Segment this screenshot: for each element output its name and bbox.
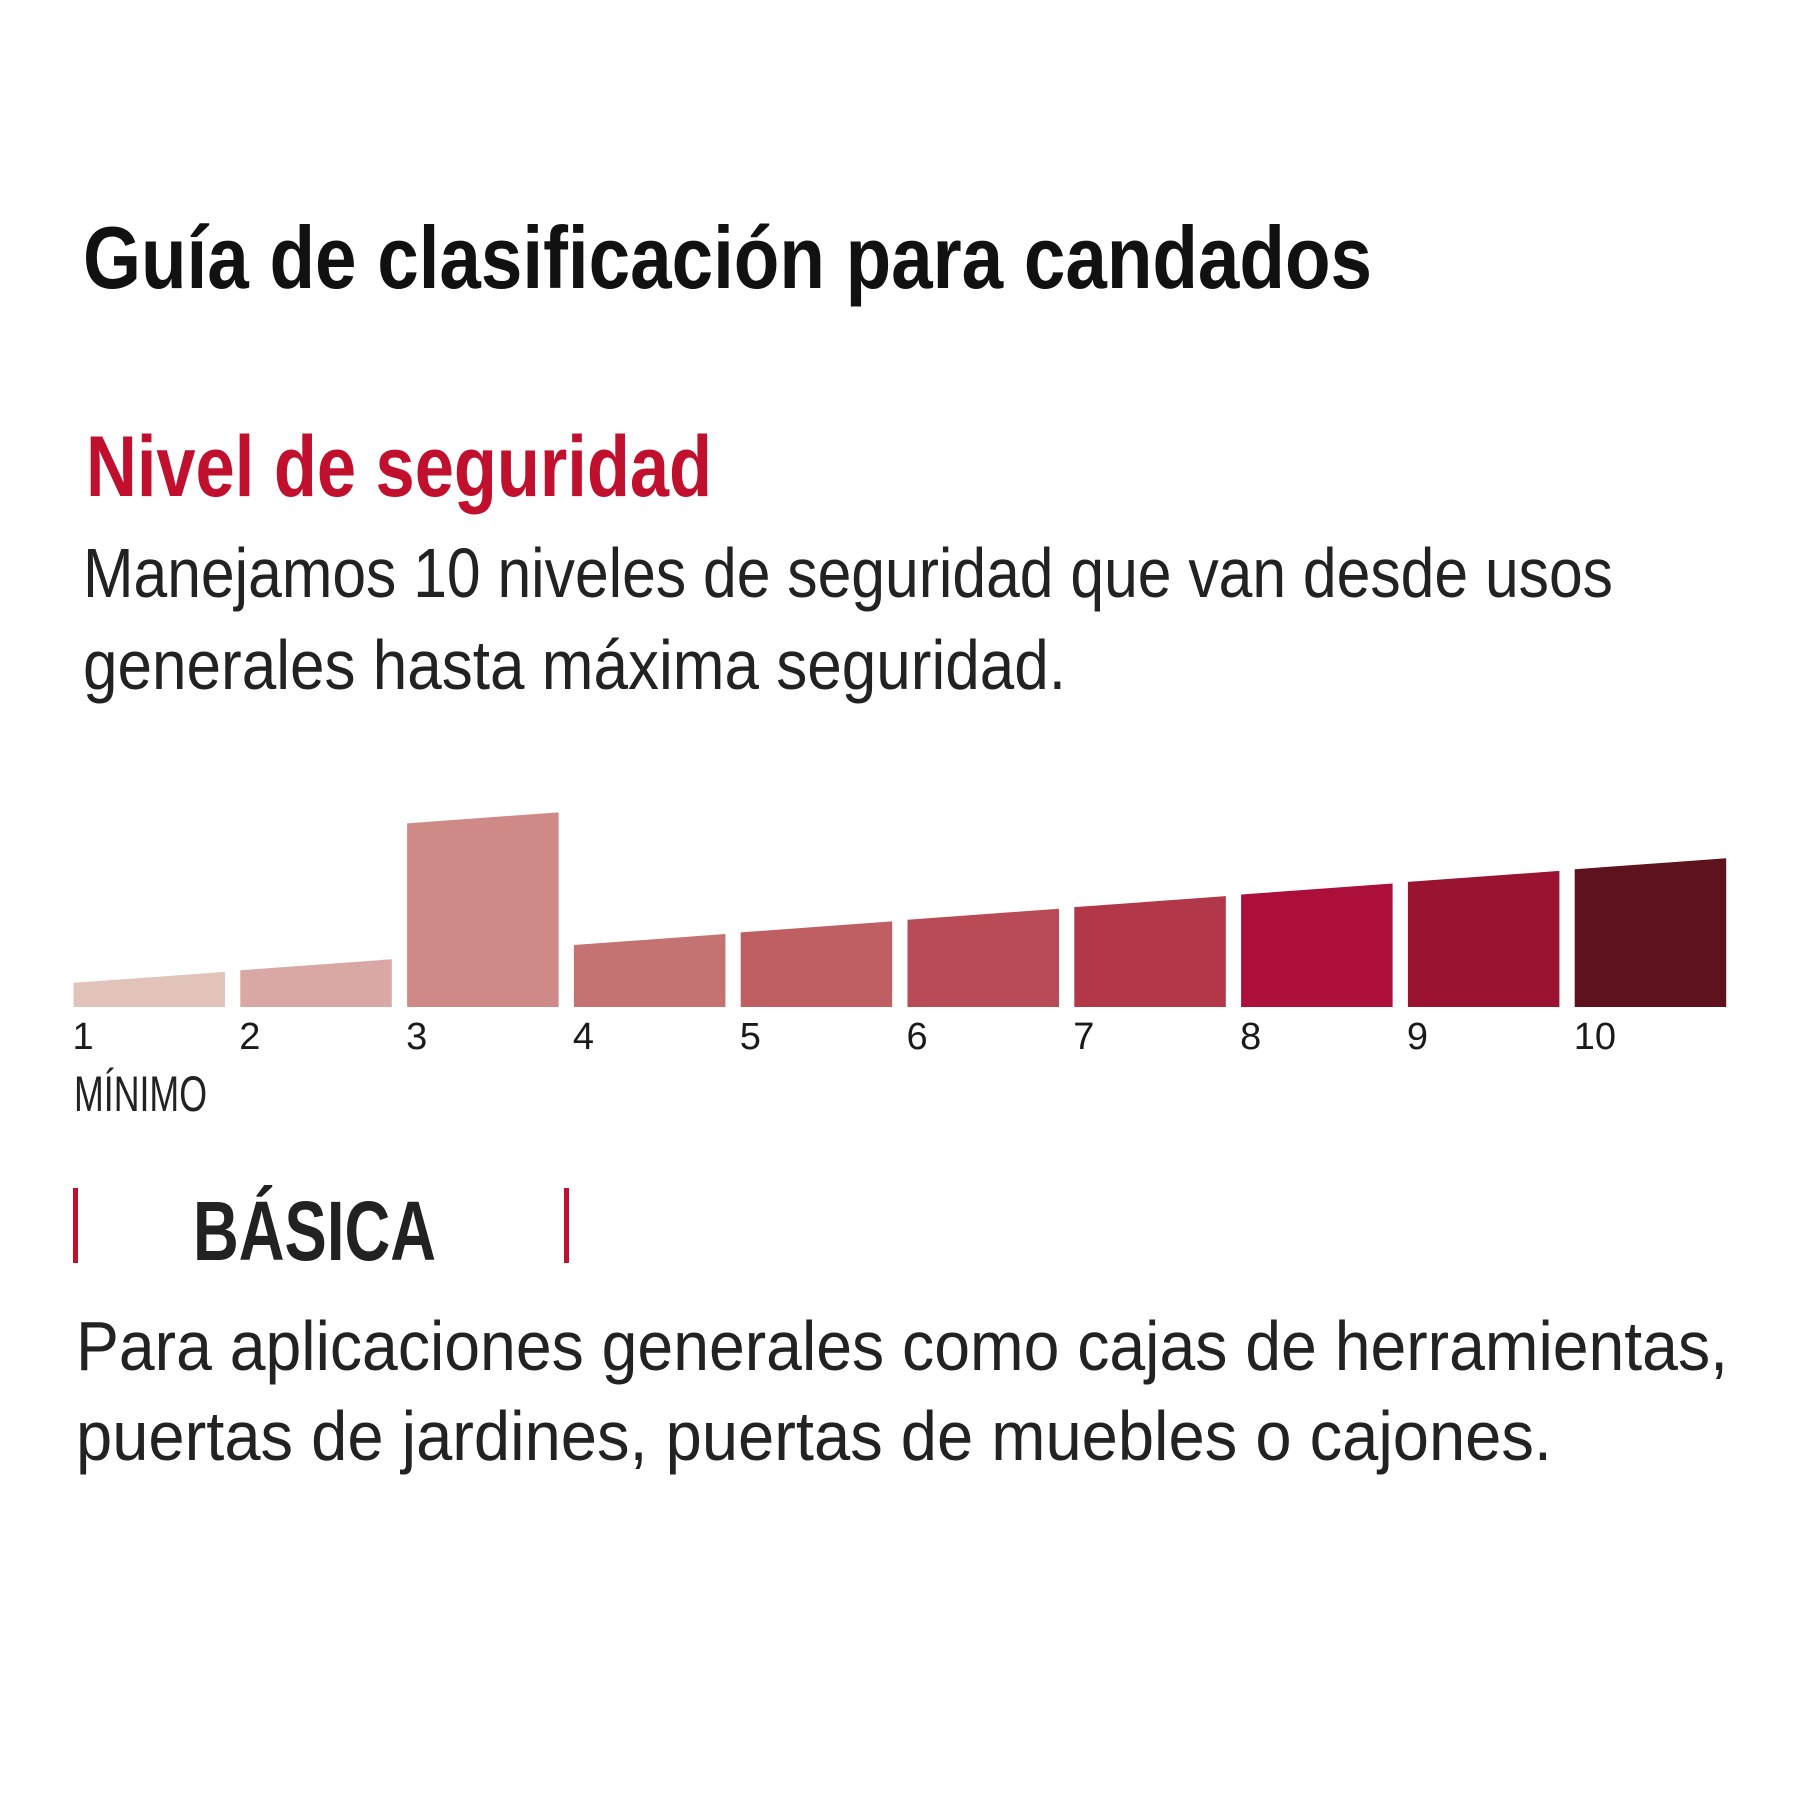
category-left-marker xyxy=(73,1188,78,1263)
bar-level-2 xyxy=(240,959,392,1007)
tick-label-7: 7 xyxy=(1073,1016,1095,1058)
category-description-line-2: puertas de jardines, puertas de muebles … xyxy=(76,1397,1552,1475)
tick-label-9: 9 xyxy=(1406,1016,1429,1058)
bar-level-7 xyxy=(1074,896,1226,1007)
tick-label-4: 4 xyxy=(572,1016,595,1058)
tick-label-8: 8 xyxy=(1240,1016,1262,1058)
minimum-label: MÍNIMO xyxy=(74,1066,207,1122)
bar-level-1 xyxy=(73,971,225,1007)
bar-level-8 xyxy=(1241,883,1393,1007)
section-heading: Nivel de seguridad xyxy=(86,419,712,515)
bar-level-9 xyxy=(1407,870,1560,1007)
bar-level-6 xyxy=(907,908,1059,1007)
intro-text-line-2: generales hasta máxima seguridad. xyxy=(83,626,1066,704)
category-right-marker xyxy=(564,1188,569,1263)
bar-level-4 xyxy=(573,934,726,1007)
tick-label-3: 3 xyxy=(406,1016,428,1058)
bar-level-5 xyxy=(740,921,893,1007)
tick-label-1: 1 xyxy=(72,1016,94,1058)
tick-label-2: 2 xyxy=(239,1016,261,1058)
tick-label-10: 10 xyxy=(1573,1016,1616,1058)
bar-level-10 xyxy=(1574,858,1727,1007)
page-title: Guía de clasificación para candados xyxy=(83,208,1372,307)
bar-level-3 xyxy=(407,812,559,1007)
category-description-line-1: Para aplicaciones generales como cajas d… xyxy=(76,1307,1728,1385)
intro-text-line-1: Manejamos 10 niveles de seguridad que va… xyxy=(83,534,1613,612)
security-level-chart xyxy=(73,812,1727,1007)
category-label: BÁSICA xyxy=(193,1184,436,1278)
tick-label-5: 5 xyxy=(739,1016,761,1058)
tick-label-6: 6 xyxy=(906,1016,928,1058)
